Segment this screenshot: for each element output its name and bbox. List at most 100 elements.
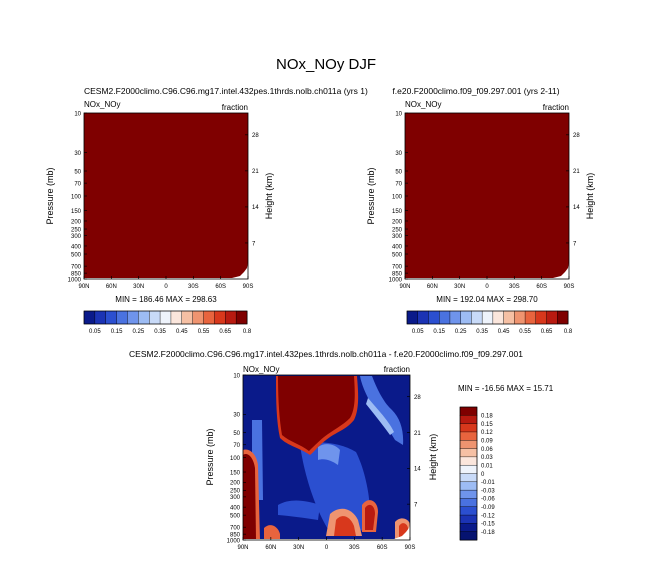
panel-diff-field: [243, 375, 410, 540]
y-tick-label: 30: [74, 151, 81, 157]
y-tick-label: 500: [392, 252, 403, 258]
y-tick-label: 500: [230, 513, 241, 519]
panel-diff-y-right-axis: 28 21 14 7: [407, 395, 421, 508]
y-tick-label: 100: [71, 194, 82, 200]
colorbar-frame: [459, 406, 478, 541]
y-tick-label: 100: [392, 194, 403, 200]
colorbar-label: -0.01: [481, 480, 495, 486]
colorbar-label: 0.05: [412, 329, 424, 335]
panel-model-y-right-axis: 28 21 14 7: [245, 133, 259, 247]
colorbar-label: 0.35: [154, 329, 166, 335]
colorbar-swatch: [94, 310, 107, 325]
colorbar-label: 0.45: [498, 329, 510, 335]
colorbar-swatch: [225, 310, 237, 325]
colorbar-label: 0.55: [519, 329, 531, 335]
colorbar-label: 0.25: [455, 329, 467, 335]
colorbar-swatch: [459, 464, 478, 475]
y-tick-label: 1000: [227, 538, 241, 544]
colorbar-swatch: [459, 431, 478, 441]
colorbar-swatch: [471, 310, 483, 325]
y-tick-label: 10: [233, 373, 240, 379]
colorbar-swatch: [181, 310, 194, 325]
colorbar-label: -0.03: [481, 488, 495, 494]
colorbar-label: 0.15: [111, 329, 123, 335]
y-tick-label: 200: [71, 219, 82, 225]
panel-obs-case-title: f.e20.F2000climo.f09_f09.297.001 (yrs 2-…: [392, 86, 559, 96]
colorbar-label: 0.01: [481, 463, 493, 469]
x-tick-label: 30N: [133, 284, 144, 290]
panel-diff-x-axis: 90N 60N 30N 0 30S 60S 90S: [237, 537, 415, 551]
colorbar-label: -0.06: [481, 497, 495, 503]
colorbar-label: 0.05: [89, 329, 101, 335]
x-tick-label: 30S: [509, 284, 520, 290]
diff-blue-zone-sh-light: [366, 398, 394, 435]
y-right-tick-label: 21: [414, 431, 421, 437]
colorbar-label: -0.15: [481, 522, 495, 528]
colorbar-swatch: [460, 310, 472, 325]
colorbar-swatch: [459, 406, 478, 416]
colorbar-swatch: [203, 310, 215, 325]
colorbar-swatch: [428, 310, 440, 325]
panel-obs-variable-label: NOx_NOy: [405, 100, 441, 109]
panel-diff-units-label: fraction: [384, 365, 410, 374]
colorbar-swatch: [127, 310, 139, 325]
colorbar-swatch: [459, 448, 478, 458]
panel-obs-units-label: fraction: [543, 103, 569, 112]
colorbar-label: 0.15: [481, 422, 493, 428]
y-right-tick-label: 7: [414, 502, 418, 508]
x-tick-label: 0: [325, 545, 329, 551]
y-right-tick-label: 28: [414, 395, 421, 401]
y-tick-label: 200: [230, 481, 241, 487]
colorbar-swatch: [214, 310, 226, 325]
y-right-tick-label: 7: [573, 241, 577, 247]
y-tick-label: 400: [230, 505, 241, 511]
panel-model-units-label: fraction: [222, 103, 248, 112]
panel-model-ylabel: Pressure (mb): [45, 167, 55, 224]
x-tick-label: 0: [485, 284, 489, 290]
colorbar-label: 0.8: [243, 329, 252, 335]
x-tick-label: 90N: [237, 545, 248, 551]
colorbar-label: 0.25: [132, 329, 144, 335]
x-tick-label: 30N: [454, 284, 465, 290]
colorbar-label: 0.03: [481, 455, 493, 461]
y-tick-label: 100: [230, 456, 241, 462]
x-tick-label: 30N: [293, 545, 304, 551]
colorbar-swatch: [546, 310, 558, 325]
panel-model-colorbar: 0.05 0.15 0.25 0.35 0.45 0.55 0.65 0.8: [83, 310, 252, 335]
colorbar-label: 0.18: [481, 414, 493, 420]
colorbar-swatch: [524, 310, 537, 325]
x-tick-label: 90S: [405, 545, 416, 551]
y-right-tick-label: 28: [252, 133, 259, 139]
colorbar-swatch: [503, 310, 515, 325]
colorbar-swatch: [459, 498, 478, 508]
colorbar-swatch: [514, 310, 526, 325]
x-tick-label: 60S: [215, 284, 226, 290]
y-tick-label: 700: [71, 264, 82, 270]
y-right-tick-label: 14: [252, 205, 259, 211]
colorbar-swatch: [459, 514, 478, 524]
colorbar-label: 0: [481, 472, 485, 478]
y-tick-label: 1000: [389, 277, 403, 283]
colorbar-swatch: [557, 310, 569, 325]
y-tick-label: 50: [233, 431, 240, 437]
figure-title: NOx_NOy DJF: [276, 56, 376, 73]
diff-red-tropics-core: [334, 516, 356, 536]
y-tick-label: 150: [230, 470, 241, 476]
colorbar-label: 0.35: [476, 329, 488, 335]
y-tick-label: 400: [71, 244, 82, 250]
colorbar-swatch: [105, 310, 118, 325]
panel-diff-ylabel: Pressure (mb): [205, 428, 215, 485]
y-tick-label: 70: [74, 181, 81, 187]
x-tick-label: 30S: [188, 284, 199, 290]
panel-obs-colorbar: 0.05 0.15 0.25 0.35 0.45 0.55 0.65 0.8: [406, 310, 573, 335]
panel-obs: f.e20.F2000climo.f09_f09.297.001 (yrs 2-…: [366, 86, 595, 335]
y-tick-label: 30: [233, 413, 240, 419]
y-right-tick-label: 14: [573, 205, 580, 211]
colorbar-swatch: [459, 440, 478, 450]
colorbar-label: 0.65: [219, 329, 231, 335]
panel-diff-ylabel-right: Height (km): [428, 434, 438, 481]
colorbar-swatch: [459, 506, 478, 516]
y-tick-label: 200: [392, 219, 403, 225]
